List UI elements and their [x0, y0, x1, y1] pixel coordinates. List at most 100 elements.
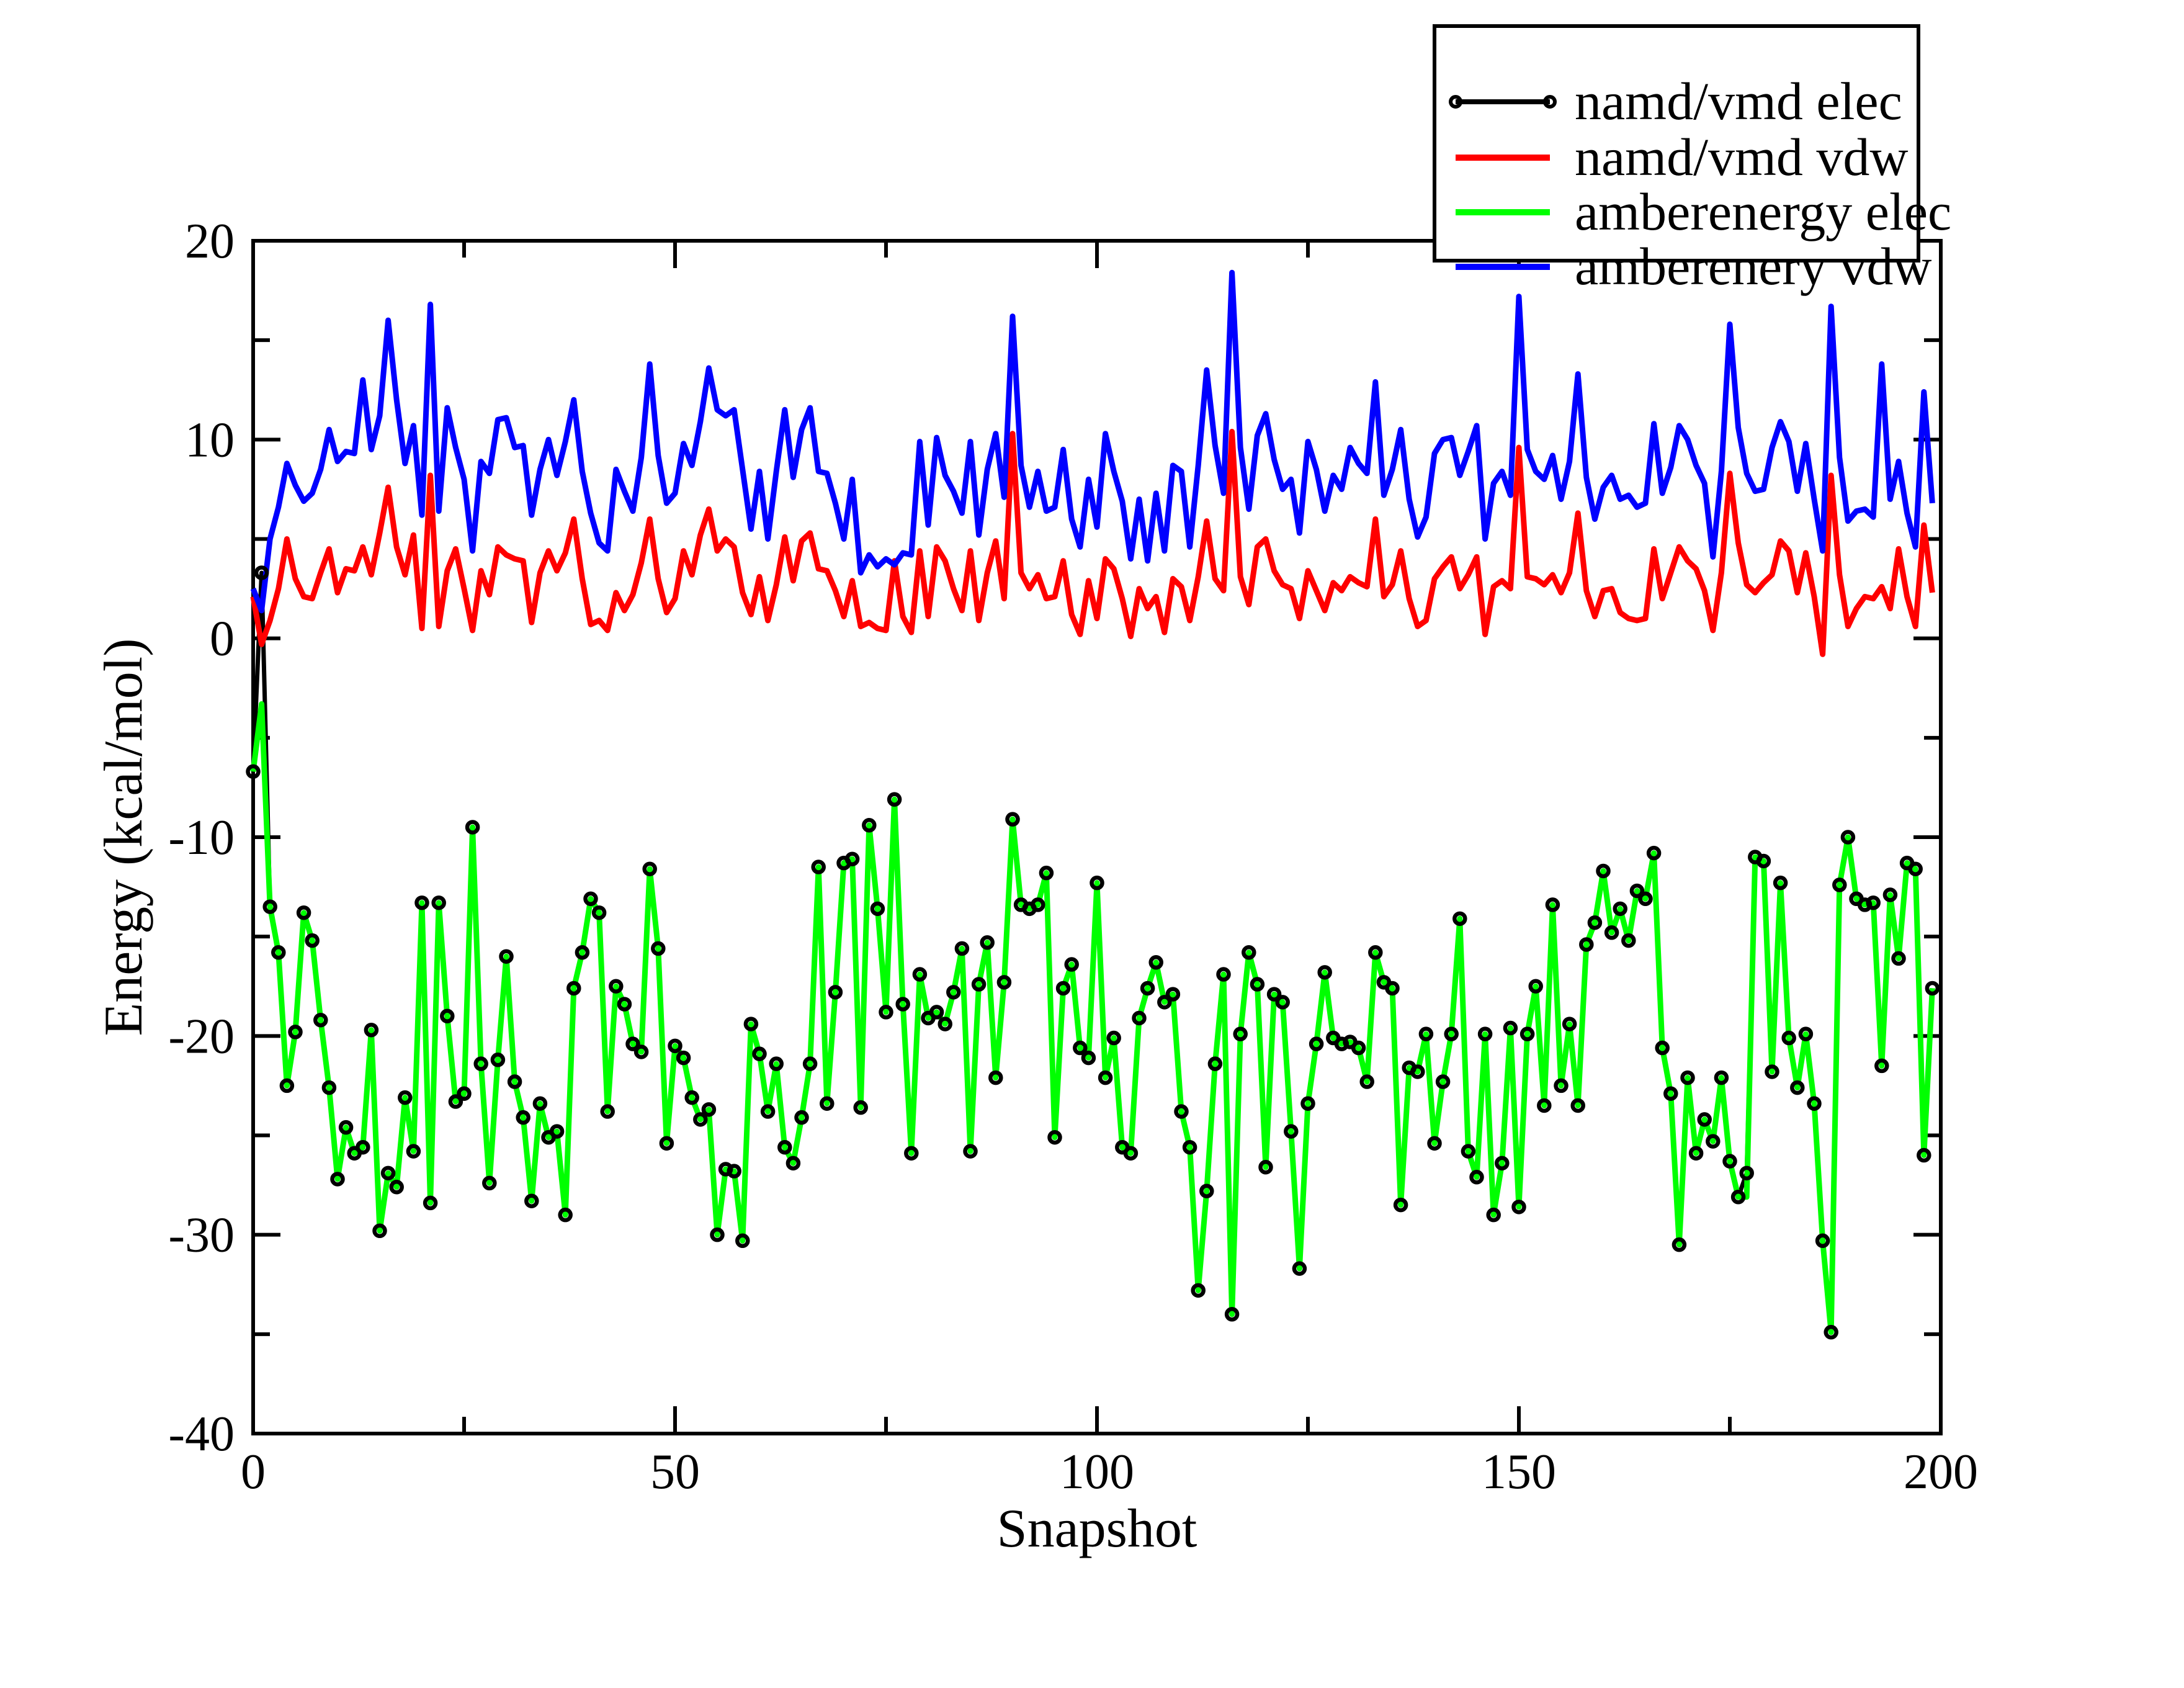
- data-point-marker: [313, 1012, 328, 1028]
- data-point-marker: [609, 979, 624, 994]
- y-tick-label: 10: [185, 413, 235, 467]
- data-point-marker: [710, 1227, 725, 1242]
- data-point-marker: [1655, 1040, 1670, 1056]
- data-point-marker: [414, 895, 429, 910]
- data-point-marker: [1351, 1040, 1366, 1056]
- data-point-marker: [1477, 1026, 1493, 1041]
- data-point-marker: [912, 967, 928, 982]
- data-point-marker: [735, 1233, 750, 1249]
- data-point-marker: [440, 1008, 455, 1024]
- data-point-marker: [1359, 1074, 1374, 1089]
- data-point-marker: [1587, 915, 1603, 930]
- series-line-namd-vmd-vdw: [250, 429, 1935, 657]
- data-point-marker: [1807, 1096, 1822, 1111]
- data-point-marker: [904, 1146, 919, 1161]
- data-point-marker: [1064, 957, 1079, 972]
- data-point-marker: [600, 1104, 615, 1119]
- data-point-marker: [575, 945, 590, 960]
- data-point-marker: [633, 1044, 649, 1059]
- data-point-marker: [1579, 937, 1594, 952]
- data-point-marker: [1275, 995, 1290, 1010]
- data-point-marker: [262, 899, 277, 914]
- data-point-marker: [1891, 951, 1906, 966]
- data-point-marker: [651, 941, 666, 956]
- data-point-marker: [1824, 1324, 1838, 1340]
- data-point-marker: [727, 1164, 741, 1178]
- legend-marker-left[interactable]: [1449, 95, 1462, 109]
- data-point-marker: [1393, 1197, 1408, 1213]
- data-point-marker: [1039, 865, 1054, 881]
- data-point-marker: [777, 1139, 792, 1155]
- data-point-marker: [1317, 965, 1332, 980]
- data-point-marker: [760, 1104, 776, 1119]
- data-point-marker: [583, 891, 598, 907]
- data-point-marker: [684, 1090, 699, 1105]
- data-point-marker: [1090, 875, 1104, 891]
- data-point-marker: [996, 975, 1012, 990]
- data-point-marker: [1495, 1156, 1510, 1171]
- data-point-marker: [356, 1139, 370, 1155]
- data-point-marker: [743, 1017, 759, 1031]
- data-point-marker: [769, 1056, 784, 1071]
- data-point-marker: [431, 895, 446, 910]
- data-point-marker: [1773, 875, 1788, 891]
- data-point-marker: [1765, 1064, 1779, 1079]
- data-point-marker: [406, 1144, 421, 1159]
- y-tick-label: 0: [210, 612, 235, 667]
- data-point-marker: [1672, 1237, 1687, 1252]
- data-point-marker: [887, 792, 902, 807]
- data-point-marker: [321, 1080, 337, 1095]
- y-tick-label: -20: [168, 1009, 235, 1064]
- data-point-marker: [532, 1096, 548, 1111]
- data-point-marker: [642, 861, 657, 877]
- data-point-marker: [499, 949, 514, 964]
- data-point-marker: [1613, 901, 1627, 917]
- data-point-marker: [820, 1096, 835, 1111]
- data-point-marker: [558, 1207, 573, 1223]
- data-point-marker: [1300, 1096, 1315, 1111]
- data-point-marker: [457, 1086, 472, 1101]
- data-point-marker: [1284, 1124, 1299, 1139]
- data-point-marker: [1309, 1036, 1324, 1051]
- data-point-marker: [785, 1156, 801, 1171]
- data-point-marker: [566, 981, 581, 996]
- x-tick-label: 0: [241, 1445, 266, 1499]
- data-point-marker: [1174, 1104, 1189, 1119]
- data-point-marker: [1047, 1129, 1062, 1145]
- data-point-marker: [1224, 1307, 1240, 1322]
- x-axis-title: Snapshot: [997, 1499, 1197, 1559]
- data-point-marker: [1714, 1070, 1729, 1085]
- data-point-marker: [1781, 1030, 1796, 1046]
- data-point-marker: [1031, 897, 1045, 912]
- data-point-marker: [516, 1110, 530, 1125]
- data-point-marker: [1418, 1026, 1434, 1041]
- data-point-marker: [1680, 1070, 1695, 1085]
- data-point-marker: [1646, 845, 1662, 861]
- data-point-marker: [659, 1136, 674, 1151]
- data-point-marker: [617, 997, 632, 1012]
- data-point-marker: [305, 933, 320, 948]
- data-point-marker: [1815, 1233, 1830, 1249]
- x-tick-label: 200: [1904, 1445, 1978, 1499]
- legend-marker-right[interactable]: [1543, 95, 1557, 109]
- data-point-marker: [246, 764, 261, 779]
- data-point-marker: [465, 820, 480, 835]
- data-point-marker: [1570, 1098, 1585, 1113]
- data-point-marker: [879, 1005, 893, 1020]
- data-point-marker: [1882, 887, 1898, 902]
- y-tick-label: -10: [168, 810, 235, 865]
- data-point-marker: [1697, 1112, 1712, 1127]
- data-point-marker: [676, 1050, 691, 1066]
- data-point-marker: [1756, 853, 1771, 869]
- data-point-marker: [802, 1056, 818, 1071]
- data-point-marker: [938, 1017, 952, 1031]
- data-point-marker: [1469, 1170, 1484, 1185]
- data-point-marker: [1250, 977, 1265, 992]
- data-point-marker: [398, 1090, 413, 1105]
- series-markers-namd-vmd-elec: [246, 565, 1940, 1340]
- data-point-marker: [330, 1172, 345, 1187]
- data-point-marker: [1537, 1098, 1552, 1113]
- data-point-marker: [853, 1100, 868, 1115]
- data-point-marker: [1216, 967, 1231, 982]
